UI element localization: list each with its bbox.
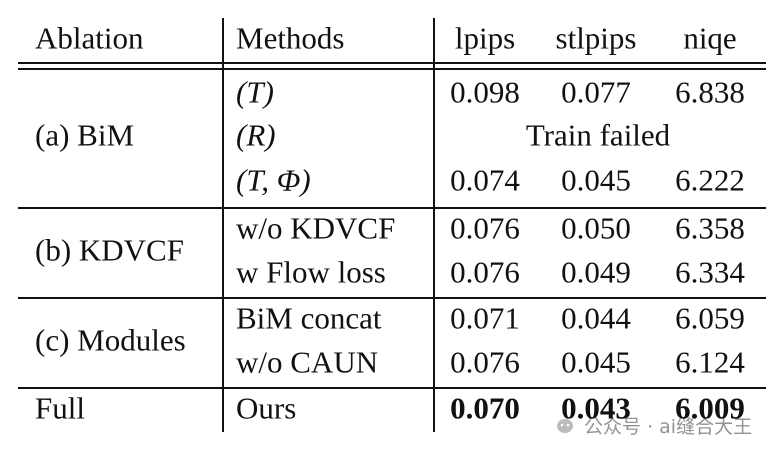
value-cell: 0.076	[450, 254, 520, 290]
note-cell: Train failed	[525, 117, 671, 153]
value-cell: 6.334	[675, 254, 745, 290]
method-cell: Ours	[236, 390, 297, 426]
column-rule	[433, 18, 435, 432]
value-cell: 6.838	[675, 74, 745, 110]
value-cell: 0.049	[561, 254, 631, 290]
method-cell: (T)	[236, 74, 274, 110]
value-cell: 0.043	[561, 390, 631, 426]
watermark-text: 公众号 · ai缝合大王	[584, 416, 753, 438]
value-cell: 0.050	[561, 210, 631, 246]
value-cell: 0.074	[450, 162, 520, 198]
rule	[18, 62, 766, 64]
watermark-icon	[557, 419, 573, 433]
column-rule	[222, 18, 224, 432]
group-label: (c) Modules	[35, 322, 186, 358]
header-cell: niqe	[683, 20, 737, 56]
value-cell: 0.076	[450, 210, 520, 246]
method-cell: w Flow loss	[236, 254, 386, 290]
method-cell: (R)	[236, 117, 276, 153]
value-cell: 6.124	[675, 344, 745, 380]
value-cell: 6.009	[675, 390, 745, 426]
value-cell: 0.098	[450, 74, 520, 110]
rule	[18, 207, 766, 209]
header-cell: lpips	[454, 20, 516, 56]
value-cell: 0.045	[561, 162, 631, 198]
value-cell: 0.070	[450, 390, 520, 426]
value-cell: 6.059	[675, 300, 745, 336]
group-label: (a) BiM	[35, 117, 135, 153]
value-cell: 0.045	[561, 344, 631, 380]
value-cell: 6.358	[675, 210, 745, 246]
value-cell: 0.076	[450, 344, 520, 380]
header-cell: Methods	[236, 20, 345, 56]
header-cell: stlpips	[555, 20, 637, 56]
method-cell: BiM concat	[236, 300, 382, 336]
method-cell: w/o CAUN	[236, 344, 379, 380]
rule	[18, 297, 766, 299]
group-label: Full	[35, 390, 85, 426]
watermark: 公众号 · ai缝合大王	[556, 412, 752, 439]
method-cell: w/o KDVCF	[236, 210, 396, 246]
group-label: (b) KDVCF	[35, 232, 184, 268]
header-cell: Ablation	[35, 20, 144, 56]
rule	[18, 68, 766, 70]
rule	[18, 387, 766, 389]
value-cell: 0.071	[450, 300, 520, 336]
value-cell: 6.222	[675, 162, 745, 198]
value-cell: 0.044	[561, 300, 631, 336]
value-cell: 0.077	[561, 74, 631, 110]
method-cell: (T, Φ)	[236, 162, 311, 198]
